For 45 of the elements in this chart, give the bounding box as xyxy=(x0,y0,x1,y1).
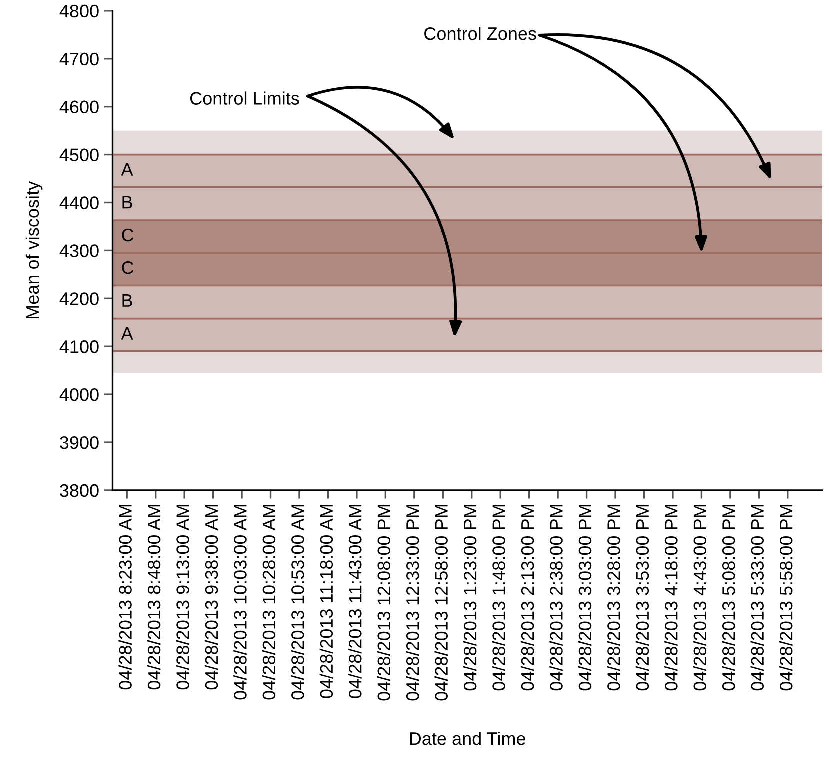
band-label: C xyxy=(122,228,134,242)
x-tick-label: 04/28/2013 4:18:00 PM xyxy=(664,505,678,691)
x-axis-title: Date and Time xyxy=(410,732,526,746)
y-tick-label: 4100 xyxy=(60,340,99,354)
x-tick-label: 04/28/2013 3:28:00 PM xyxy=(607,505,620,691)
x-tick-label: 04/28/2013 10:53:00 AM xyxy=(291,505,304,700)
x-tick-label: 04/28/2013 10:28:00 AM xyxy=(262,505,276,700)
x-tick-label: 04/28/2013 9:38:00 AM xyxy=(204,505,218,690)
x-tick-label: 04/28/2013 3:53:00 PM xyxy=(636,505,650,691)
band-label: A xyxy=(121,163,134,176)
y-tick-label: 4200 xyxy=(60,292,99,306)
x-tick-label: 04/28/2013 8:48:00 AM xyxy=(147,505,161,690)
x-tick-label: 04/28/2013 2:13:00 PM xyxy=(520,505,534,691)
y-tick-label: 4500 xyxy=(60,148,99,162)
x-tick-label: 04/28/2013 11:18:00 AM xyxy=(320,505,334,698)
x-tick-label: 04/28/2013 11:43:00 AM xyxy=(348,505,362,698)
y-tick-label: 4600 xyxy=(60,100,99,114)
x-tick-label: 04/28/2013 12:33:00 PM xyxy=(406,505,420,701)
annotation: Control Limits xyxy=(190,92,300,105)
annotation: Control Zones xyxy=(424,26,536,40)
x-tick-label: 04/28/2013 5:33:00 PM xyxy=(750,505,764,691)
y-tick-label: 3800 xyxy=(60,484,99,498)
y-axis-title: Mean of viscosity xyxy=(26,181,43,318)
y-tick-label: 4700 xyxy=(60,52,99,66)
x-tick-label: 04/28/2013 10:03:00 AM xyxy=(234,505,247,700)
x-tick-label: 04/28/2013 5:08:00 PM xyxy=(722,505,736,691)
y-tick-label: 4800 xyxy=(60,4,99,18)
band-label: A xyxy=(121,327,134,340)
x-tick-label: 04/28/2013 5:58:00 PM xyxy=(779,505,793,691)
y-tick-label: 4300 xyxy=(60,244,99,258)
x-tick-label: 04/28/2013 2:38:00 PM xyxy=(550,505,563,691)
x-tick-label: 04/28/2013 8:23:00 AM xyxy=(118,505,132,690)
x-tick-label: 04/28/2013 9:13:00 AM xyxy=(176,505,190,690)
band-label: B xyxy=(122,294,132,307)
y-tick-label: 3900 xyxy=(60,436,99,450)
x-tick-label: 04/28/2013 1:23:00 PM xyxy=(463,505,477,691)
x-tick-label: 04/28/2013 3:03:00 PM xyxy=(578,505,592,691)
x-tick-label: 04/28/2013 12:58:00 PM xyxy=(434,505,448,701)
x-tick-label: 04/28/2013 4:43:00 PM xyxy=(693,505,707,691)
band-label: B xyxy=(122,196,132,209)
x-tick-label: 04/28/2013 12:08:00 PM xyxy=(377,505,391,701)
band-label: C xyxy=(122,261,134,274)
y-tick-label: 4000 xyxy=(60,388,99,402)
x-tick-label: 04/28/2013 1:48:00 PM xyxy=(492,505,506,691)
y-tick-label: 4400 xyxy=(60,196,99,210)
